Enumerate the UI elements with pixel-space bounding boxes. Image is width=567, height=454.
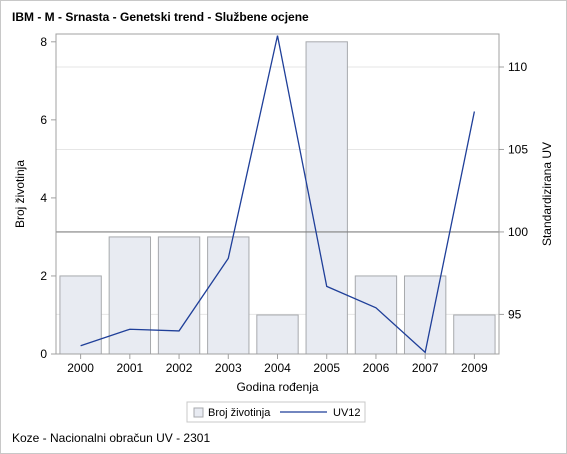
bar — [59, 275, 102, 355]
x-tick-label: 2002 — [166, 361, 193, 375]
y-tick-label: 0 — [40, 347, 47, 361]
series-line-uv12 — [80, 35, 476, 354]
bar — [256, 314, 299, 355]
footnote: Koze - Nacionalni obračun UV - 2301 — [12, 431, 211, 445]
x-tick-label: 2005 — [313, 361, 340, 375]
legend-label-line: UV12 — [333, 407, 361, 419]
y-tick-label: 8 — [40, 35, 47, 49]
legend-box — [186, 401, 366, 423]
x-tick-label: 2004 — [264, 361, 291, 375]
bar — [157, 236, 201, 355]
bar — [305, 41, 348, 355]
y-tick-label: 2 — [40, 269, 47, 283]
y2-tick-label: 100 — [508, 225, 528, 239]
x-tick-label: 2006 — [363, 361, 390, 375]
bar — [108, 236, 152, 355]
chart-title: IBM - M - Srnasta - Genetski trend - Slu… — [12, 10, 309, 24]
x-tick-label: 2001 — [116, 361, 143, 375]
legend-label-bars: Broj životinja — [208, 407, 271, 419]
y-axis-title: Broj životinja — [13, 160, 27, 228]
bar — [207, 236, 250, 355]
y2-tick-label: 95 — [508, 307, 522, 321]
legend-swatch-bars — [193, 407, 204, 418]
y2-axis-title: Standardizirana UV — [540, 142, 554, 246]
y2-tick-label: 110 — [508, 60, 527, 74]
x-axis-title: Godina rođenja — [236, 380, 318, 394]
bar — [453, 314, 496, 355]
y-tick-label: 6 — [40, 113, 47, 127]
y-tick-label: 4 — [40, 191, 47, 205]
x-tick-label: 2007 — [412, 361, 439, 375]
x-tick-label: 2003 — [215, 361, 242, 375]
y2-tick-label: 105 — [508, 142, 528, 156]
x-tick-label: 2000 — [67, 361, 94, 375]
bar — [403, 275, 447, 355]
bar — [354, 275, 398, 355]
x-tick-label: 2009 — [461, 361, 488, 375]
